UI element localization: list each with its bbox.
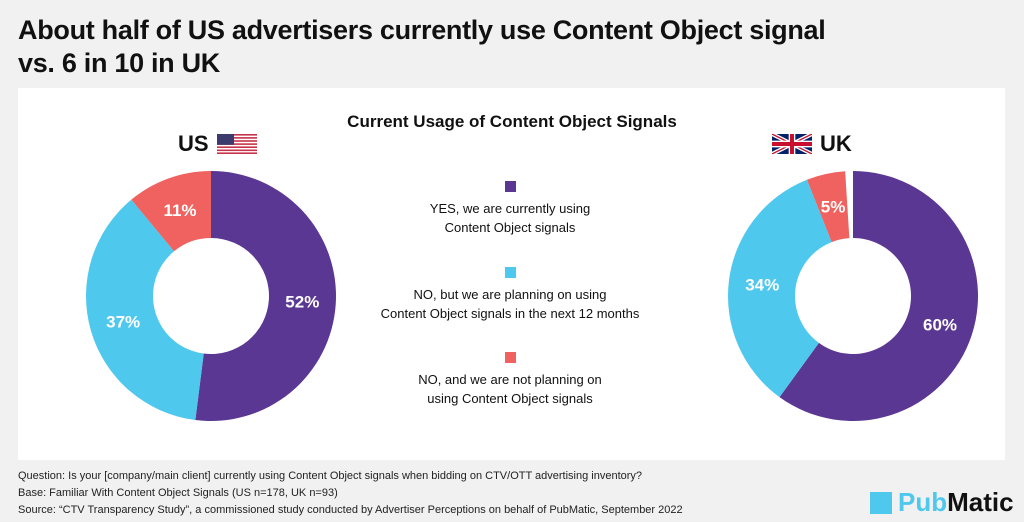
uk-slice-yes <box>779 171 978 421</box>
legend-text: NO, but we are planning on using <box>413 287 607 302</box>
note-source: Source: “CTV Transparency Study”, a comm… <box>18 504 683 516</box>
footnotes: Question: Is your [company/main client] … <box>18 468 683 519</box>
title-line-1: About half of US advertisers currently u… <box>18 15 826 45</box>
uk-value-label-no: 5% <box>821 198 846 217</box>
legend-item-yes: YES, we are currently using Content Objec… <box>340 181 680 237</box>
legend-text: Content Object signals in the next 12 mo… <box>380 306 640 321</box>
legend-swatch-yes <box>504 181 516 192</box>
legend-text: Content Object signals <box>444 220 576 235</box>
note-question: Question: Is your [company/main client] … <box>18 470 643 482</box>
us-value-label-planning: 37% <box>106 313 140 332</box>
note-base: Base: Familiar With Content Object Signa… <box>18 487 338 499</box>
legend-item-planning: NO, but we are planning on using Content … <box>340 267 680 323</box>
pubmatic-logo: PubMatic <box>870 487 1014 518</box>
us-flag-icon <box>216 134 257 154</box>
uk-slice-planning <box>728 179 832 398</box>
title-line-2: vs. 6 in 10 in UK <box>18 48 220 78</box>
logo-pub: Pub <box>898 487 948 517</box>
us-value-label-yes: 52% <box>285 293 319 312</box>
legend-text: YES, we are currently using <box>429 201 591 216</box>
us-slice-yes <box>195 171 336 421</box>
page-title: About half of US advertisers currently u… <box>18 14 826 80</box>
uk-label: UK <box>772 131 852 157</box>
uk-slice-no <box>806 171 850 243</box>
us-label: US <box>178 131 257 157</box>
uk-flag-icon <box>772 134 812 154</box>
uk-value-label-yes: 60% <box>923 315 957 334</box>
uk-value-label-planning: 34% <box>745 276 779 295</box>
uk-label-text: UK <box>820 131 852 156</box>
logo-square-icon <box>870 491 892 514</box>
legend-swatch-planning <box>504 267 516 278</box>
chart-title: Current Usage of Content Object Signals <box>347 112 677 131</box>
us-slice-no <box>131 171 211 252</box>
us-slice-planning <box>86 199 204 421</box>
legend-text: using Content Object signals <box>427 391 593 406</box>
legend-text: NO, and we are not planning on <box>418 372 602 387</box>
logo-matic: Matic <box>947 487 1014 517</box>
legend-swatch-no <box>504 352 516 363</box>
legend-item-no: NO, and we are not planning on using Cont… <box>340 352 680 408</box>
us-label-text: US <box>178 131 209 156</box>
us-value-label-no: 11% <box>163 201 196 220</box>
